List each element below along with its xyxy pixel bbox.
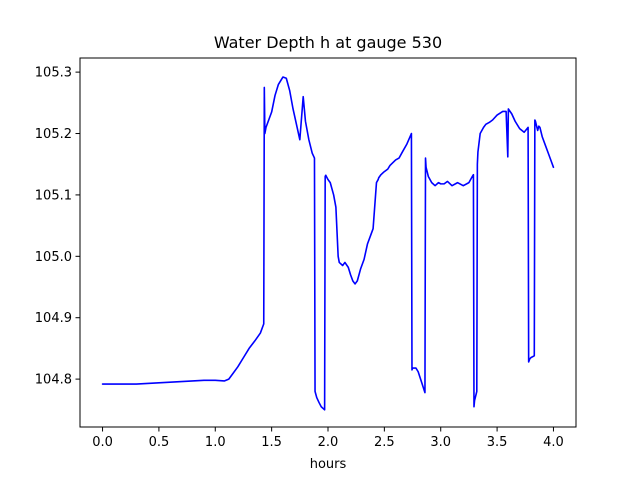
y-tick-label: 105.2 [35, 127, 72, 142]
y-tick-label: 105.3 [35, 66, 72, 81]
x-tick-label: 2.0 [318, 435, 339, 450]
x-tick-label: 0.0 [92, 435, 113, 450]
x-tick-label: 0.5 [149, 435, 170, 450]
x-axis: 0.0 0.5 1.0 1.5 2.0 2.5 3.0 3.5 4.0 [92, 427, 564, 450]
y-tick-label: 105.0 [35, 250, 72, 265]
y-tick-label: 105.1 [35, 188, 72, 203]
series-line [101, 76, 555, 411]
x-axis-label: hours [310, 457, 347, 472]
x-tick-label: 1.5 [261, 435, 282, 450]
y-tick-label: 104.8 [35, 373, 72, 388]
x-tick-label: 4.0 [543, 435, 564, 450]
x-tick-label: 1.0 [205, 435, 226, 450]
chart-title: Water Depth h at gauge 530 [214, 33, 442, 52]
y-tick-label: 104.9 [35, 311, 72, 326]
x-tick-label: 3.0 [430, 435, 451, 450]
series-layer [101, 76, 555, 411]
y-axis: 104.8 104.9 105.0 105.1 105.2 105.3 [35, 66, 80, 388]
x-tick-label: 3.5 [487, 435, 508, 450]
x-tick-label: 2.5 [374, 435, 395, 450]
